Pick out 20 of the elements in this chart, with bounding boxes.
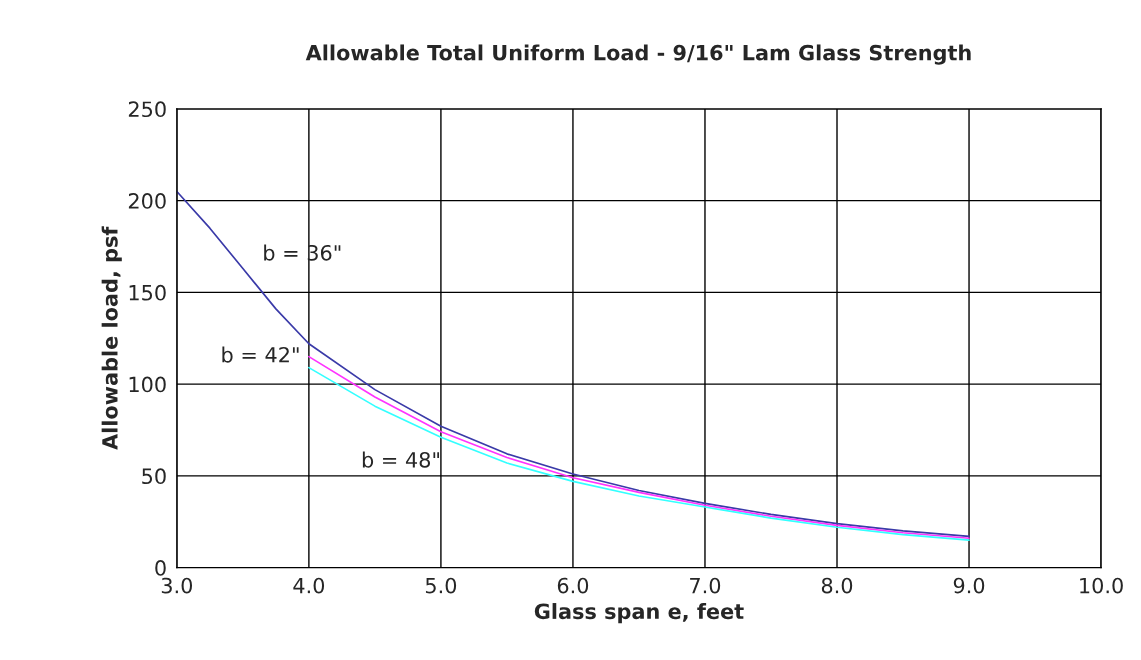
x-tick-label: 10.0 bbox=[1080, 577, 1123, 594]
x-tick-label: 6.0 bbox=[557, 577, 589, 594]
y-tick-label: 200 bbox=[128, 193, 166, 209]
chart-title: Allowable Total Uniform Load - 9/16" Lam Glass Strength bbox=[305, 44, 971, 65]
x-axis-title: Glass span e, feet bbox=[534, 603, 744, 624]
x-tick-label: 8.0 bbox=[821, 577, 853, 594]
y-axis-title: Allowable load, psf bbox=[101, 226, 122, 450]
y-tick-label: 100 bbox=[129, 376, 166, 393]
y-tick-label: 0 bbox=[155, 560, 166, 576]
x-tick-label: 4.0 bbox=[293, 577, 325, 594]
x-tick-label: 7.0 bbox=[690, 577, 721, 594]
y-tick-label: 250 bbox=[128, 101, 166, 118]
x-tick-label: 9.0 bbox=[953, 577, 985, 594]
y-tick-label: 50 bbox=[142, 468, 166, 485]
x-tick-label: 5.0 bbox=[425, 577, 457, 594]
line-series bbox=[176, 190, 970, 538]
series-label: b = 42" bbox=[222, 346, 299, 363]
x-tick-label: 3.0 bbox=[161, 577, 193, 594]
series-label: b = 48" bbox=[362, 451, 440, 468]
y-tick-label: 150 bbox=[129, 284, 166, 301]
